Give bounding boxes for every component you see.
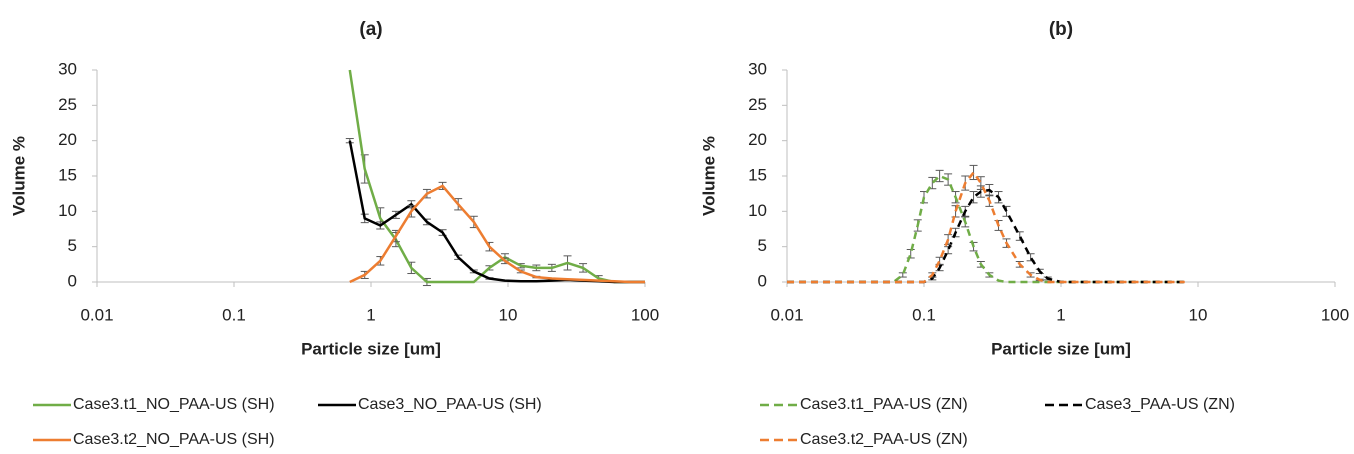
x-tick-label: 1: [1056, 305, 1065, 324]
y-tick-label: 10: [58, 201, 77, 220]
series-line: [348, 69, 645, 284]
chart-title: (a): [359, 19, 382, 40]
y-tick-label: 10: [748, 201, 767, 220]
x-axis-title: Particle size [um]: [991, 339, 1131, 358]
x-tick-label: 0.1: [912, 305, 936, 324]
y-tick-label: 0: [758, 271, 767, 290]
y-tick-label: 25: [58, 95, 77, 114]
x-tick-label: 0.1: [222, 305, 246, 324]
legend-label: Case3.t1_NO_PAA-US (SH): [73, 396, 275, 413]
y-tick-label: 20: [58, 130, 77, 149]
y-tick-label: 30: [58, 59, 77, 78]
series-line: [787, 170, 1185, 284]
legend-label: Case3_PAA-US (ZN): [1085, 396, 1235, 413]
series-line: [349, 184, 645, 284]
panel: (a) Particle size [um] Volume % 0 5 10 15 20 25 3…: [9, 19, 659, 448]
y-tick-label: 15: [58, 165, 77, 184]
y-axis-title: Volume %: [9, 136, 28, 216]
panel: (b) Particle size [um] Volume % 0 5 10 15 20 25 3…: [699, 19, 1349, 448]
error-bar: [969, 164, 978, 181]
y-tick-label: 5: [758, 236, 767, 255]
y-tick-label: 20: [748, 130, 767, 149]
series-line: [787, 188, 1185, 284]
y-tick-label: 0: [68, 271, 77, 290]
x-tick-label: 10: [499, 305, 518, 324]
x-tick-label: 100: [1321, 305, 1349, 324]
legend-label: Case3.t1_PAA-US (ZN): [800, 396, 968, 413]
y-axis-title: Volume %: [699, 136, 718, 216]
x-axis-title: Particle size [um]: [301, 339, 441, 358]
x-tick-label: 1: [366, 305, 375, 324]
legend-label: Case3.t2_NO_PAA-US (SH): [73, 431, 275, 448]
chart-title: (b): [1049, 19, 1073, 40]
x-tick-label: 10: [1189, 305, 1208, 324]
series-line: [787, 174, 1185, 284]
legend-label: Case3.t2_PAA-US (ZN): [800, 431, 968, 448]
y-tick-label: 30: [748, 59, 767, 78]
y-tick-label: 5: [68, 236, 77, 255]
x-tick-label: 100: [631, 305, 659, 324]
legend-label: Case3_NO_PAA-US (SH): [358, 396, 542, 413]
x-tick-label: 0.01: [80, 305, 113, 324]
error-bar: [935, 169, 944, 183]
error-bar: [898, 272, 907, 278]
x-tick-label: 0.01: [770, 305, 803, 324]
y-tick-label: 25: [748, 95, 767, 114]
y-tick-label: 15: [748, 165, 767, 184]
